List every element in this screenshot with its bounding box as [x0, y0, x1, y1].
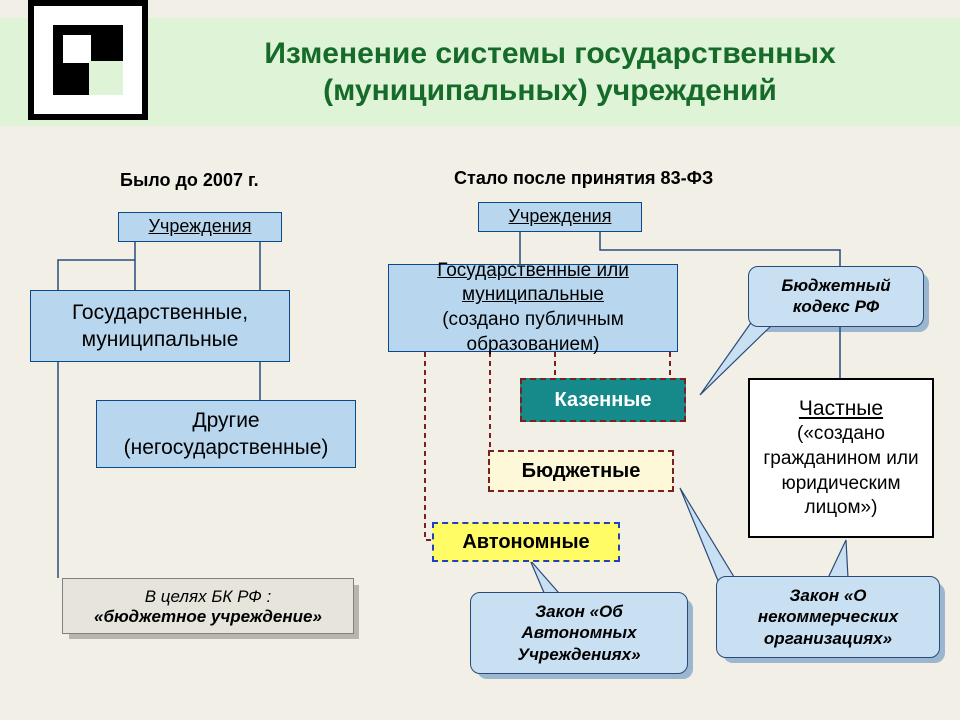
callout-bk-label: Бюджетный кодекс РФ [781, 276, 890, 316]
right-root-box: Учреждения [478, 202, 642, 232]
right-gov-box: Государственные или муниципальные (созда… [388, 264, 678, 352]
right-kaz-label: Казенные [555, 387, 652, 413]
left-root-box: Учреждения [118, 212, 282, 242]
right-gov-line1: Государственные или муниципальные [397, 259, 669, 308]
left-note-strong: «бюджетное учреждение» [73, 607, 343, 627]
callout-au-label: Закон «Об Автономных Учреждениях» [517, 602, 640, 664]
right-priv-line2: («создано гражданином или юридическим ли… [758, 422, 924, 521]
left-other-box: Другие (негосударственные) [96, 400, 356, 468]
left-gov-box: Государственные, муниципальные [30, 290, 290, 362]
left-other-label: Другие (негосударственные) [124, 407, 329, 462]
right-gov-line2: (создано публичным образованием) [397, 308, 669, 357]
page-title: Изменение системы государственных (муниц… [180, 35, 920, 110]
right-priv-box: Частные («создано гражданином или юридич… [748, 378, 934, 538]
left-column-heading: Было до 2007 г. [120, 170, 259, 191]
left-note-prefix: В целях БК РФ : [73, 587, 343, 607]
right-priv-line1: Частные [799, 395, 883, 422]
left-bk-note: В целях БК РФ : «бюджетное учреждение» [62, 578, 354, 634]
logo-glyph-icon [53, 25, 123, 95]
logo [28, 0, 148, 120]
right-column-heading: Стало после принятия 83-ФЗ [454, 168, 713, 189]
callout-au: Закон «Об Автономных Учреждениях» [470, 592, 688, 674]
left-root-label: Учреждения [149, 215, 252, 238]
right-kaz-box: Казенные [520, 378, 686, 422]
callout-nko-label: Закон «О некоммерческих организациях» [758, 586, 898, 648]
right-aut-box: Автономные [432, 522, 620, 562]
callout-nko: Закон «О некоммерческих организациях» [716, 576, 940, 658]
left-gov-label: Государственные, муниципальные [72, 299, 248, 354]
callout-bk: Бюджетный кодекс РФ [748, 266, 924, 327]
right-bud-box: Бюджетные [488, 450, 674, 492]
right-bud-label: Бюджетные [522, 458, 641, 484]
right-root-label: Учреждения [509, 205, 612, 228]
right-aut-label: Автономные [462, 529, 589, 555]
